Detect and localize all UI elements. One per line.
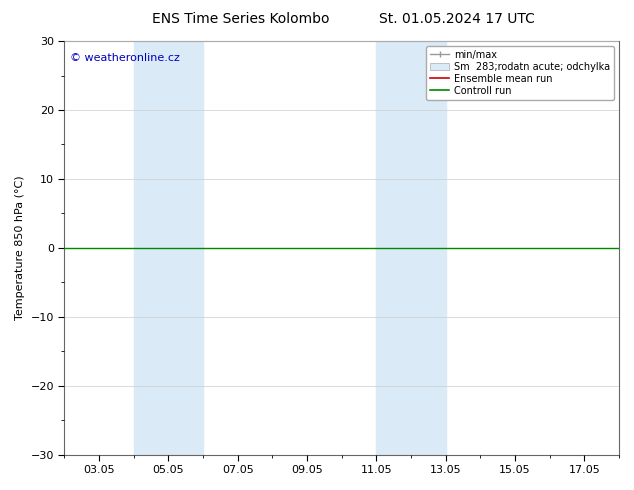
Legend: min/max, Sm  283;rodatn acute; odchylka, Ensemble mean run, Controll run: min/max, Sm 283;rodatn acute; odchylka, … (426, 46, 614, 99)
Y-axis label: Temperature 850 hPa (°C): Temperature 850 hPa (°C) (15, 175, 25, 320)
Bar (134, 41, 203, 455)
Text: St. 01.05.2024 17 UTC: St. 01.05.2024 17 UTC (378, 12, 534, 26)
Text: ENS Time Series Kolombo: ENS Time Series Kolombo (152, 12, 330, 26)
Bar (377, 41, 446, 455)
Text: © weatheronline.cz: © weatheronline.cz (70, 53, 180, 64)
